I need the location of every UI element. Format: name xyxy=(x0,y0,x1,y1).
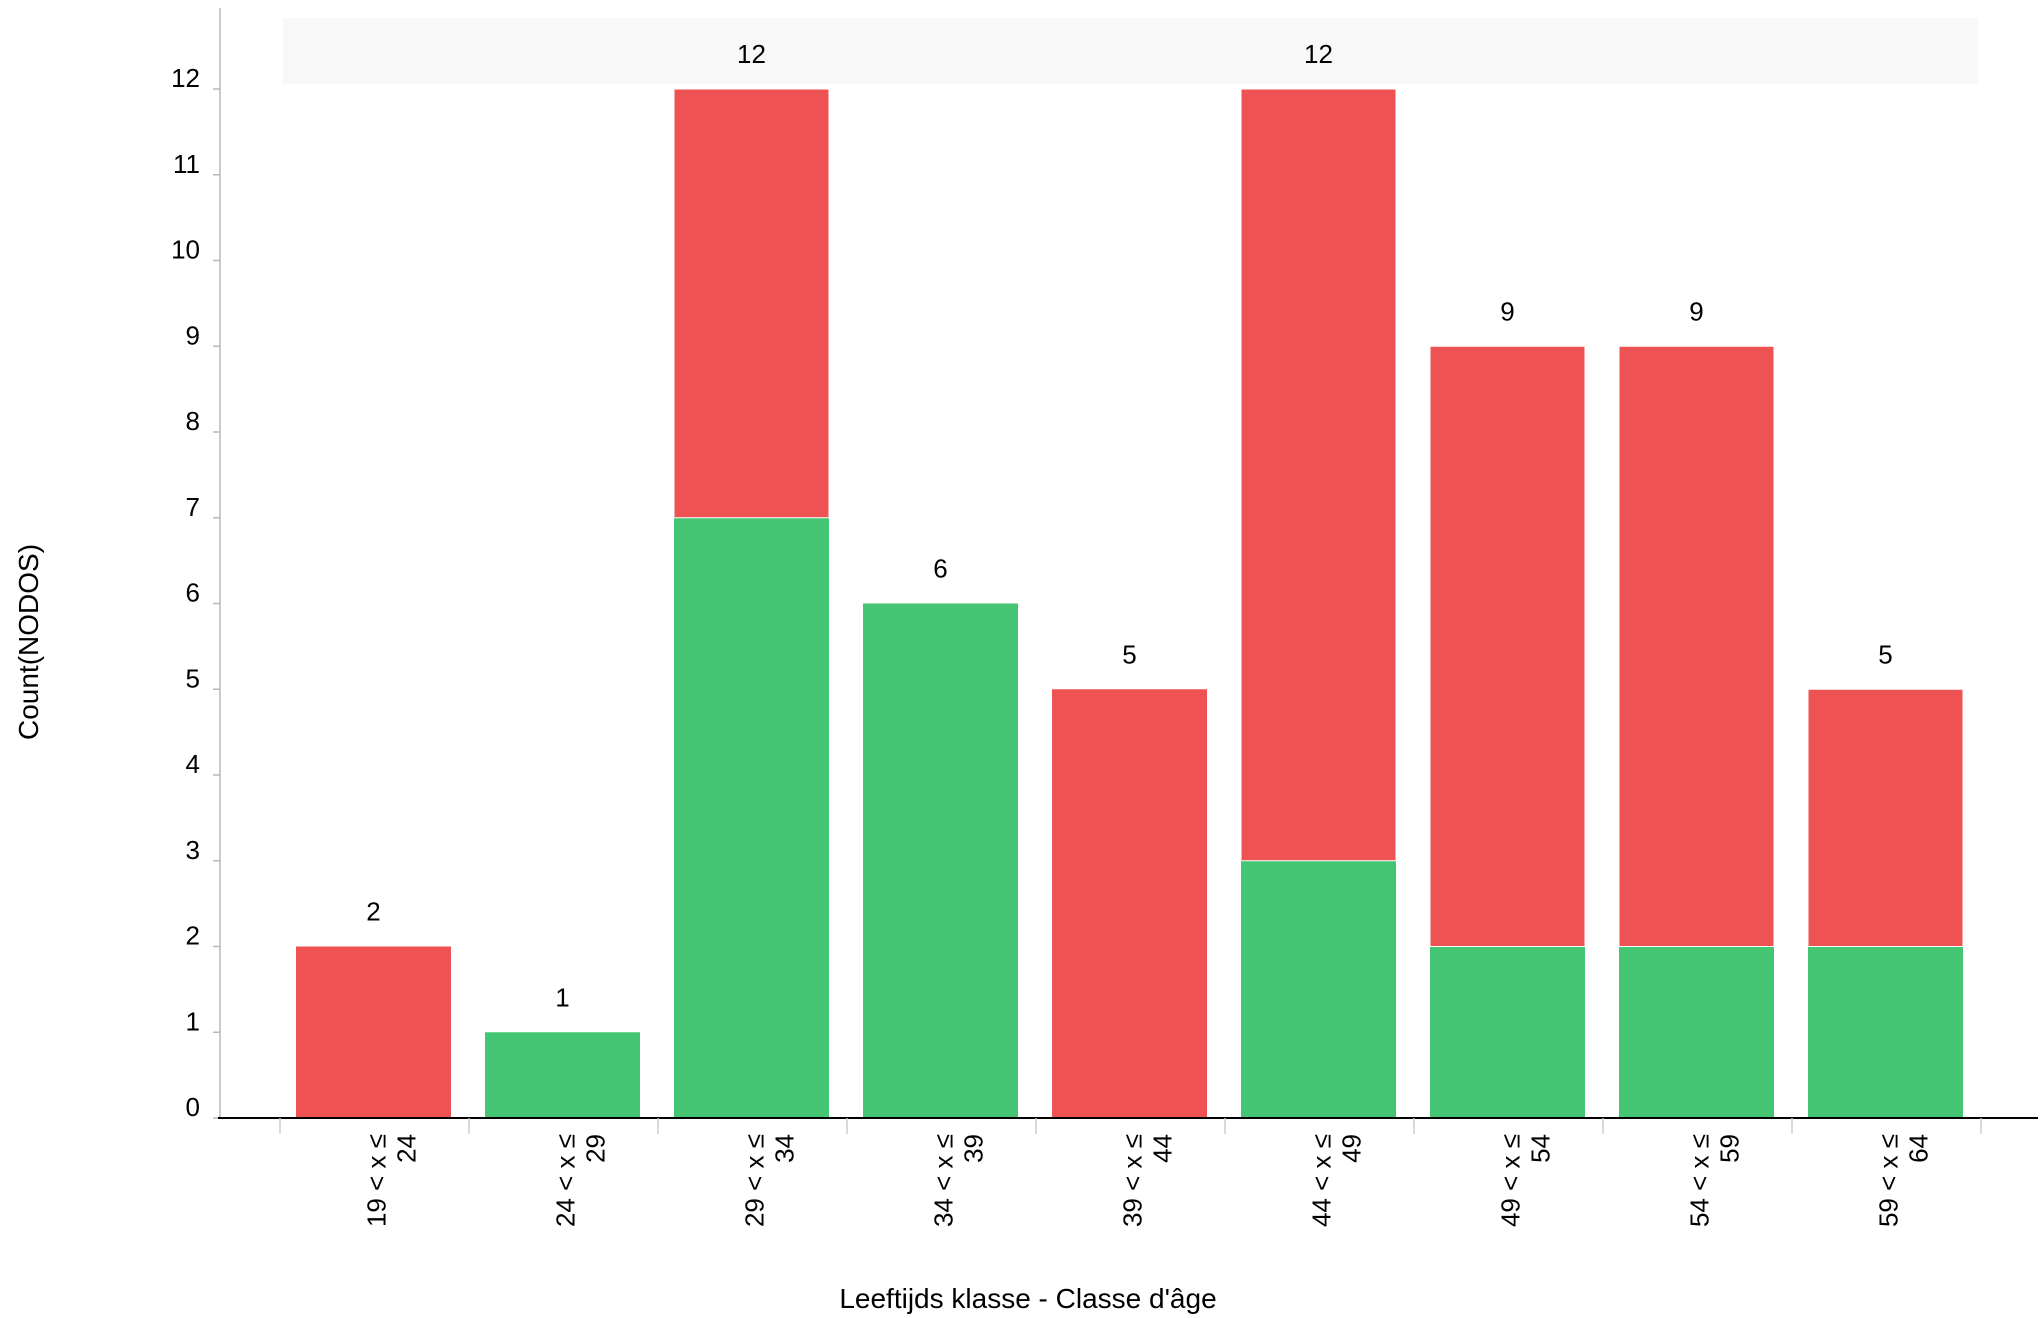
bar-segment xyxy=(1052,689,1207,1118)
y-tick-label: 3 xyxy=(186,835,200,865)
bar-segment xyxy=(296,946,451,1118)
bar-segment xyxy=(1430,946,1585,1118)
bar-total-label: 9 xyxy=(1689,296,1703,326)
bar-total-label: 5 xyxy=(1122,639,1136,669)
x-axis-title: Leeftijds klasse - Classe d'âge xyxy=(839,1283,1216,1314)
bar-total-label: 2 xyxy=(366,897,380,927)
x-tick-label: 59 < x ≤64 xyxy=(1874,1134,1934,1227)
bar-segment xyxy=(1618,345,1775,947)
x-axis: 19 < x ≤24 24 < x ≤29 29 < x ≤34 34 < x ≤39… xyxy=(279,1118,1982,1227)
y-tick-label: 0 xyxy=(186,1092,200,1122)
x-tick-label: 44 < x ≤49 xyxy=(1307,1134,1367,1227)
bar-segment xyxy=(674,517,829,1118)
x-tick-label: 39 < x ≤44 xyxy=(1118,1134,1178,1227)
y-tick-label: 8 xyxy=(186,406,200,436)
x-tick-label: 49 < x ≤54 xyxy=(1496,1134,1556,1227)
y-tick-label: 5 xyxy=(186,663,200,693)
y-tick-label: 12 xyxy=(171,63,200,93)
y-tick-label: 9 xyxy=(186,320,200,350)
plot-band xyxy=(283,18,1978,84)
y-tick-label: 7 xyxy=(186,492,200,522)
x-tick-label: 24 < x ≤29 xyxy=(551,1134,611,1227)
bars-layer xyxy=(296,88,1964,1118)
x-tick-label: 54 < x ≤59 xyxy=(1685,1134,1745,1227)
bar-segment xyxy=(1808,946,1963,1118)
x-tick-label: 29 < x ≤34 xyxy=(740,1134,800,1227)
bar-total-label: 6 xyxy=(933,554,947,584)
bar-total-label: 12 xyxy=(737,39,766,69)
y-tick-label: 11 xyxy=(173,149,200,179)
bar-segment xyxy=(863,603,1018,1118)
bar-segment xyxy=(485,1032,640,1118)
total-labels: 2 1 12 6 5 12 9 9 5 xyxy=(366,39,1892,1012)
bar-segment xyxy=(1429,345,1586,947)
bar-segment xyxy=(1241,860,1396,1118)
bar-segment xyxy=(1619,946,1774,1118)
x-tick-label: 19 < x ≤24 xyxy=(362,1134,422,1227)
bar-total-label: 9 xyxy=(1500,296,1514,326)
bar-segment xyxy=(1807,688,1964,947)
bar-segment xyxy=(1240,88,1397,862)
y-tick-label: 2 xyxy=(186,921,200,951)
bar-total-label: 5 xyxy=(1878,639,1892,669)
bar-segment xyxy=(673,88,830,519)
y-tick-label: 6 xyxy=(186,578,200,608)
y-tick-label: 4 xyxy=(186,749,200,779)
bar-total-label: 1 xyxy=(555,982,569,1012)
y-axis-title: Count(NODOS) xyxy=(13,544,44,740)
y-tick-label: 1 xyxy=(186,1006,200,1036)
bar-total-label: 12 xyxy=(1304,39,1333,69)
x-tick-label: 34 < x ≤39 xyxy=(929,1134,989,1227)
y-tick-label: 10 xyxy=(171,235,200,265)
